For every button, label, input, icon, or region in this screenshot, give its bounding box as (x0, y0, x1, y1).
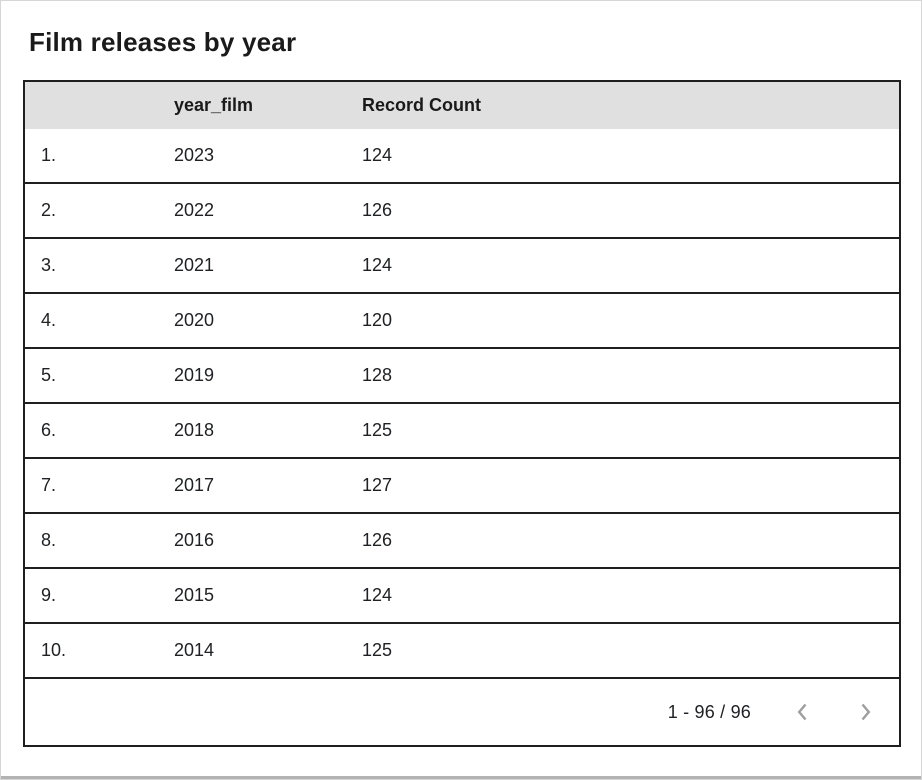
cell-year-film: 2017 (174, 475, 215, 495)
table-row: 3. 2021 124 (25, 239, 899, 294)
header-cell-year-film[interactable]: year_film (174, 95, 254, 115)
cell-year-film: 2016 (174, 530, 215, 550)
cell-row-index: 10. (41, 640, 67, 660)
pagination-bar: 1 - 96 / 96 (25, 679, 899, 745)
chevron-right-icon (853, 700, 877, 724)
cell-year-film: 2019 (174, 365, 215, 385)
cell-year-film: 2020 (174, 310, 215, 330)
cell-row-index: 8. (41, 530, 57, 550)
table-row: 6. 2018 125 (25, 404, 899, 459)
table-row: 10. 2014 125 (25, 624, 899, 679)
cell-row-index: 1. (41, 145, 57, 165)
table-row: 9. 2015 124 (25, 569, 899, 624)
chart-title: Film releases by year (29, 27, 297, 57)
bottom-divider (1, 776, 921, 779)
table-row: 1. 2023 124 (25, 129, 899, 184)
table-row: 4. 2020 120 (25, 294, 899, 349)
cell-row-index: 3. (41, 255, 57, 275)
cell-year-film: 2018 (174, 420, 215, 440)
table-body: 1. 2023 124 2. 2022 126 3. 2021 124 4. 2… (25, 129, 899, 679)
cell-record-count: 124 (362, 255, 393, 275)
cell-row-index: 2. (41, 200, 57, 220)
table-row: 7. 2017 127 (25, 459, 899, 514)
pagination-range-label: 1 - 96 / 96 (667, 701, 751, 722)
header-cell-record-count[interactable]: Record Count (362, 95, 481, 115)
cell-record-count: 124 (362, 145, 393, 165)
cell-year-film: 2015 (174, 585, 215, 605)
table-header-row: year_film Record Count (25, 82, 899, 129)
prev-page-button[interactable] (783, 692, 823, 732)
chevron-left-icon (791, 700, 815, 724)
table-row: 5. 2019 128 (25, 349, 899, 404)
cell-year-film: 2021 (174, 255, 215, 275)
cell-row-index: 4. (41, 310, 57, 330)
cell-row-index: 7. (41, 475, 57, 495)
cell-record-count: 125 (362, 640, 393, 660)
table-row: 8. 2016 126 (25, 514, 899, 569)
cell-record-count: 126 (362, 530, 393, 550)
cell-year-film: 2014 (174, 640, 215, 660)
cell-record-count: 128 (362, 365, 393, 385)
cell-record-count: 126 (362, 200, 393, 220)
table-row: 2. 2022 126 (25, 184, 899, 239)
cell-year-film: 2022 (174, 200, 215, 220)
cell-record-count: 124 (362, 585, 393, 605)
data-table: year_film Record Count 1. 2023 124 2. 20… (23, 80, 901, 747)
next-page-button[interactable] (845, 692, 885, 732)
cell-record-count: 125 (362, 420, 393, 440)
cell-row-index: 5. (41, 365, 57, 385)
cell-record-count: 127 (362, 475, 393, 495)
cell-row-index: 6. (41, 420, 57, 440)
cell-record-count: 120 (362, 310, 393, 330)
cell-row-index: 9. (41, 585, 57, 605)
cell-year-film: 2023 (174, 145, 215, 165)
